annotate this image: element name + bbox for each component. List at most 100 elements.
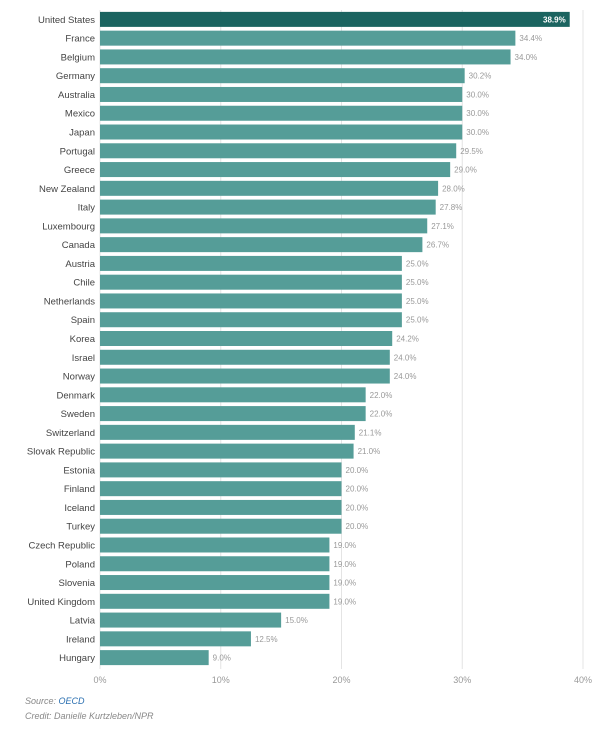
category-label: Slovenia xyxy=(59,578,96,589)
category-label: France xyxy=(65,34,95,45)
bar-denmark xyxy=(100,387,366,403)
category-label: Sweden xyxy=(61,409,95,420)
category-label: New Zealand xyxy=(39,184,95,195)
value-label: 30.0% xyxy=(466,90,489,99)
category-label: Turkey xyxy=(66,522,95,533)
bar-new-zealand xyxy=(100,180,439,196)
bar-austria xyxy=(100,255,402,271)
category-label: Iceland xyxy=(64,503,95,514)
category-label: Israel xyxy=(72,353,95,364)
bar-slovenia xyxy=(100,575,330,591)
bar-canada xyxy=(100,237,423,253)
value-label: 9.0% xyxy=(213,654,231,663)
category-label: Switzerland xyxy=(46,428,95,439)
value-label: 12.5% xyxy=(255,635,278,644)
value-label: 27.8% xyxy=(440,203,463,212)
bar-israel xyxy=(100,349,390,365)
category-label: Belgium xyxy=(61,52,95,63)
category-label: United Kingdom xyxy=(27,597,95,608)
category-label: Norway xyxy=(63,372,95,383)
category-label: Hungary xyxy=(59,653,95,664)
bar-korea xyxy=(100,331,393,346)
bar-poland xyxy=(100,556,330,572)
category-labels: United States France Belgium Germany Austral… xyxy=(27,15,96,664)
bar-italy xyxy=(100,199,436,215)
value-label: 25.0% xyxy=(406,297,429,306)
value-label: 30.0% xyxy=(466,128,489,137)
category-label: United States xyxy=(38,15,95,26)
category-label: Italy xyxy=(78,203,96,214)
category-label: Canada xyxy=(62,240,96,251)
value-label: 15.0% xyxy=(285,616,308,625)
value-labels: 38.9% 34.4% 34.0% 30.2% 30.0% 30.0% 30.0% 29.5%… xyxy=(213,15,566,662)
category-label: Japan xyxy=(69,128,95,139)
bar-switzerland xyxy=(100,424,355,440)
value-label: 19.0% xyxy=(333,597,356,606)
bar-estonia xyxy=(100,462,342,478)
source-prefix: Source: xyxy=(25,696,59,706)
value-label: 25.0% xyxy=(406,278,429,287)
category-label: Korea xyxy=(70,334,96,345)
value-label: 30.2% xyxy=(469,72,492,81)
bars xyxy=(100,11,570,666)
bar-mexico xyxy=(100,105,463,121)
category-label: Greece xyxy=(64,165,95,176)
category-label: Chile xyxy=(73,278,95,289)
category-label: Austria xyxy=(65,259,95,270)
category-label: Portugal xyxy=(60,146,95,157)
value-label: 24.0% xyxy=(394,353,417,362)
value-label: 24.0% xyxy=(394,372,417,381)
x-tick-label: 30% xyxy=(453,675,471,685)
bar-hungary xyxy=(100,650,209,666)
value-label: 20.0% xyxy=(346,503,369,512)
bar-portugal xyxy=(100,143,457,159)
source-link[interactable]: OECD xyxy=(58,696,85,706)
value-label: 19.0% xyxy=(333,541,356,550)
value-label: 20.0% xyxy=(346,485,369,494)
value-label: 22.0% xyxy=(370,410,393,419)
bar-france xyxy=(100,30,516,46)
category-label: Estonia xyxy=(63,465,95,476)
category-label: Czech Republic xyxy=(28,540,95,551)
bar-norway xyxy=(100,368,390,384)
bar-spain xyxy=(100,312,402,328)
x-tick-label: 10% xyxy=(212,675,230,685)
bar-united-states xyxy=(100,11,570,27)
category-label: Finland xyxy=(64,484,95,495)
bar-sweden xyxy=(100,406,366,422)
x-axis-tick-labels: 0% 10% 20% 30% 40% xyxy=(93,675,592,685)
category-label: Mexico xyxy=(65,109,95,120)
value-label: 26.7% xyxy=(426,241,449,250)
value-label: 22.0% xyxy=(370,391,393,400)
value-label: 21.0% xyxy=(358,447,381,456)
category-label: Slovak Republic xyxy=(27,447,95,458)
value-label: 20.0% xyxy=(346,522,369,531)
category-label: Luxembourg xyxy=(42,221,95,232)
value-label: 38.9% xyxy=(543,15,566,24)
bar-belgium xyxy=(100,49,511,65)
bar-czech-republic xyxy=(100,537,330,553)
value-label: 29.0% xyxy=(454,166,477,175)
category-label: Poland xyxy=(65,559,95,570)
category-label: Australia xyxy=(58,90,96,101)
value-label: 25.0% xyxy=(406,259,429,268)
bar-greece xyxy=(100,162,451,178)
bar-netherlands xyxy=(100,293,402,309)
bar-ireland xyxy=(100,631,251,647)
bar-united-kingdom xyxy=(100,593,330,609)
category-label: Latvia xyxy=(70,616,96,627)
bar-germany xyxy=(100,68,465,84)
category-label: Denmark xyxy=(56,390,95,401)
category-label: Ireland xyxy=(66,634,95,645)
bar-australia xyxy=(100,86,463,102)
source-note: Source: OECD xyxy=(25,696,85,706)
value-label: 34.0% xyxy=(515,53,538,62)
value-label: 21.1% xyxy=(359,428,382,437)
value-label: 19.0% xyxy=(333,560,356,569)
x-tick-label: 0% xyxy=(93,675,106,685)
bar-japan xyxy=(100,124,463,140)
value-label: 19.0% xyxy=(333,579,356,588)
bar-slovak-republic xyxy=(100,443,354,459)
x-tick-label: 40% xyxy=(574,675,592,685)
